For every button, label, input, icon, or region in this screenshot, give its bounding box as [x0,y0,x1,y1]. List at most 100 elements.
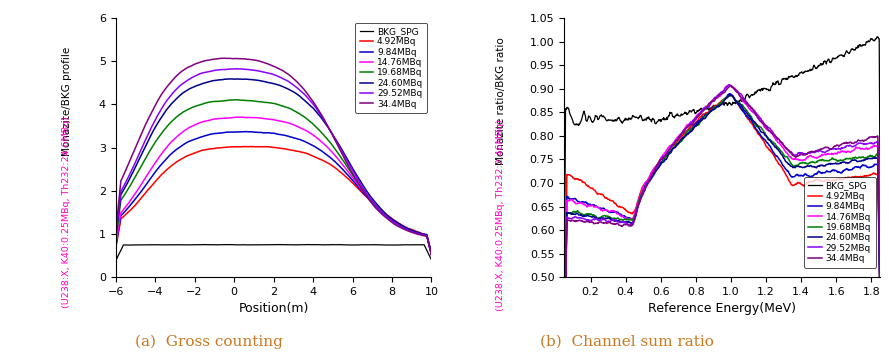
4.92MBq [253,144,264,149]
9.84MBq [348,180,359,184]
Text: (U238:X, K40:0.25MBq, Th232:2.46MBq): (U238:X, K40:0.25MBq, Th232:2.46MBq) [496,119,506,311]
9.84MBq [637,192,647,196]
34.4MBq [659,155,669,159]
9.84MBq [648,172,659,176]
9.84MBq [766,148,777,152]
14.76MBq [235,115,245,119]
4.92MBq [297,150,308,154]
14.76MBq [766,132,777,136]
19.68MBq [637,192,647,196]
Text: (a)  Gross counting: (a) Gross counting [135,334,283,348]
24.60MBq [766,141,777,146]
34.4MBq [766,131,777,135]
Legend: BKG_SPG, 4.92MBq, 9.84MBq, 14.76MBq, 19.68MBq, 24.60MBq, 29.52MBq, 34.4MBq: BKG_SPG, 4.92MBq, 9.84MBq, 14.76MBq, 19.… [804,177,876,267]
29.52MBq [637,194,647,198]
Line: 14.76MBq: 14.76MBq [116,117,431,255]
29.52MBq [166,93,177,97]
24.60MBq [253,78,264,83]
X-axis label: Reference Energy(MeV): Reference Energy(MeV) [648,302,797,315]
4.92MBq [648,168,659,172]
Line: 24.60MBq: 24.60MBq [565,95,880,360]
19.68MBq [166,120,177,124]
4.92MBq [348,182,359,186]
14.76MBq [648,167,659,172]
24.60MBq [875,304,885,308]
14.76MBq [166,140,177,144]
24.60MBq [166,102,177,106]
14.76MBq [659,152,669,156]
BKG_SPG [637,116,647,120]
34.4MBq [110,230,121,234]
34.4MBq [348,174,359,178]
Line: 9.84MBq: 9.84MBq [116,131,431,254]
29.52MBq [110,234,121,239]
14.76MBq [297,126,308,131]
24.60MBq [426,252,436,256]
4.92MBq [239,144,250,149]
BKG_SPG [110,259,121,263]
34.4MBq [191,61,202,66]
BKG_SPG [191,243,202,247]
9.84MBq [322,153,332,157]
19.68MBq [322,137,332,141]
34.4MBq [220,56,230,60]
14.76MBq [844,149,854,154]
4.92MBq [637,188,647,192]
29.52MBq [805,150,816,155]
Text: Monazite ratio/BKG ratio: Monazite ratio/BKG ratio [496,37,506,165]
4.92MBq [844,175,854,180]
BKG_SPG [322,243,332,247]
34.4MBq [253,59,264,63]
Line: 19.68MBq: 19.68MBq [565,95,880,360]
4.92MBq [322,161,332,165]
BKG_SPG [166,243,177,247]
24.60MBq [805,163,816,168]
24.60MBq [348,168,359,173]
14.76MBq [191,122,202,126]
34.4MBq [875,291,885,296]
14.76MBq [875,297,885,301]
Line: 14.76MBq: 14.76MBq [565,86,880,356]
BKG_SPG [302,242,313,247]
Line: BKG_SPG: BKG_SPG [565,37,880,310]
29.52MBq [844,144,854,148]
29.52MBq [875,294,885,299]
29.52MBq [348,171,359,175]
29.52MBq [426,253,436,257]
29.52MBq [648,171,659,175]
19.68MBq [348,175,359,179]
24.60MBq [844,161,854,165]
14.76MBq [253,116,264,120]
9.84MBq [191,136,202,141]
4.92MBq [659,155,669,159]
BKG_SPG [844,51,854,55]
14.76MBq [805,153,816,158]
34.4MBq [844,141,854,145]
14.76MBq [723,84,733,88]
9.84MBq [659,157,669,161]
34.4MBq [166,79,177,84]
29.52MBq [230,67,241,71]
24.60MBq [297,96,308,101]
29.52MBq [322,123,332,127]
Line: 4.92MBq: 4.92MBq [116,147,431,254]
24.60MBq [110,236,121,240]
9.84MBq [559,352,570,356]
19.68MBq [844,157,854,161]
14.76MBq [348,177,359,182]
24.60MBq [322,124,332,128]
9.84MBq [166,152,177,156]
4.92MBq [110,247,121,251]
14.76MBq [637,190,647,194]
4.92MBq [559,341,570,345]
24.60MBq [637,195,647,199]
24.60MBq [725,93,736,97]
Line: 4.92MBq: 4.92MBq [565,95,880,343]
BKG_SPG [559,308,570,312]
9.84MBq [239,129,250,134]
34.4MBq [805,149,816,154]
34.4MBq [297,85,308,90]
Line: 19.68MBq: 19.68MBq [116,100,431,254]
4.92MBq [766,151,777,155]
19.68MBq [191,104,202,108]
